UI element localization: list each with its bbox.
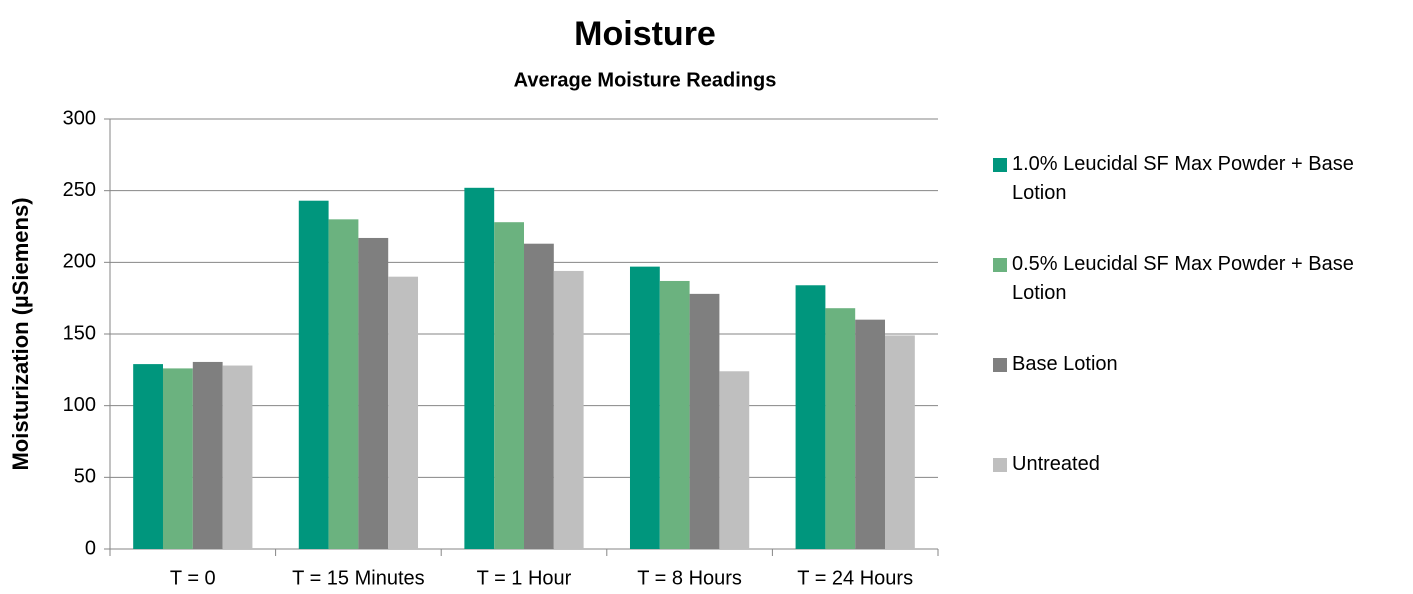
legend-item: 1.0% Leucidal SF Max Powder + Base Lotio… bbox=[993, 150, 1408, 250]
y-tick-label: 150 bbox=[63, 322, 96, 344]
x-tick-label: T = 8 Hours bbox=[637, 567, 742, 589]
bar bbox=[222, 365, 253, 549]
legend-label: 0.5% Leucidal SF Max Powder + Base Lotio… bbox=[1012, 253, 1354, 304]
legend-label: Untreated bbox=[1012, 453, 1100, 475]
legend-item: 0.5% Leucidal SF Max Powder + Base Lotio… bbox=[993, 250, 1408, 350]
x-tick-label: T = 24 Hours bbox=[797, 567, 913, 589]
bar bbox=[464, 187, 495, 550]
y-tick-label: 50 bbox=[74, 466, 96, 488]
bar bbox=[133, 364, 163, 549]
bar bbox=[885, 335, 915, 549]
chart-title: Moisture bbox=[574, 15, 716, 53]
legend-label: 1.0% Leucidal SF Max Powder + Base Lotio… bbox=[1012, 153, 1354, 204]
bar bbox=[388, 276, 419, 549]
legend-swatch bbox=[993, 458, 1007, 472]
bar bbox=[719, 371, 750, 549]
bar bbox=[795, 285, 826, 549]
bar bbox=[524, 243, 554, 549]
bar bbox=[659, 280, 690, 549]
legend-swatch bbox=[993, 358, 1007, 372]
y-tick-label: 300 bbox=[63, 107, 96, 129]
legend-item: Untreated bbox=[993, 450, 1408, 550]
legend-swatch bbox=[993, 258, 1007, 272]
bar bbox=[855, 319, 886, 549]
y-tick-label: 0 bbox=[85, 537, 96, 559]
y-tick-label: 200 bbox=[63, 251, 96, 273]
legend-swatch bbox=[993, 158, 1007, 172]
bar bbox=[494, 222, 524, 549]
bar bbox=[629, 266, 660, 549]
x-tick-label: T = 15 Minutes bbox=[292, 567, 424, 589]
bar bbox=[689, 293, 720, 549]
y-tick-label: 250 bbox=[63, 179, 96, 201]
x-tick-label: T = 0 bbox=[170, 567, 216, 589]
legend-label: Base Lotion bbox=[1012, 353, 1118, 375]
bar bbox=[298, 200, 329, 549]
y-tick-label: 100 bbox=[63, 394, 96, 416]
y-axis-label: Moisturization (µSiemens) bbox=[8, 197, 33, 470]
bar bbox=[553, 270, 584, 549]
bar bbox=[328, 219, 359, 550]
x-tick-label: T = 1 Hour bbox=[477, 567, 572, 589]
bar bbox=[358, 237, 389, 549]
bar bbox=[192, 361, 223, 549]
chart-subtitle: Average Moisture Readings bbox=[514, 69, 777, 91]
legend-item: Base Lotion bbox=[993, 350, 1408, 450]
bar bbox=[162, 368, 193, 549]
legend: 1.0% Leucidal SF Max Powder + Base Lotio… bbox=[993, 150, 1408, 550]
bar bbox=[825, 308, 856, 549]
